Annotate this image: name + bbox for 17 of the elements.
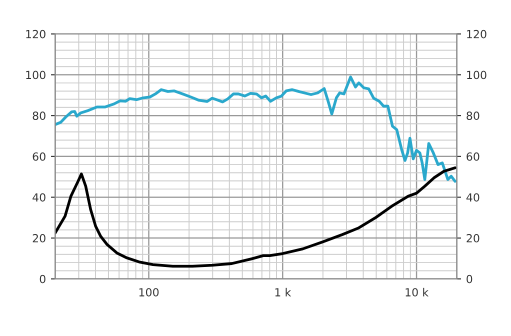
y2-tick-label: 0 [466,274,472,284]
y2-tick-label: 100 [467,70,486,80]
y-tick-label: 60 [32,152,46,161]
y2-tick-label: 20 [466,234,480,242]
y2-tick-label: 120 [467,30,486,38]
x-tick-label: 100 [139,288,159,297]
y-tick-label: 40 [32,193,46,202]
y2-tick-label: 60 [466,152,480,161]
y-tick-label: 100 [26,70,46,80]
x-tick-label: 1 k [275,288,292,296]
y-tick-label: 120 [26,30,46,38]
y-tick-label: 20 [32,234,46,242]
y-tick-label: 80 [32,112,46,120]
y2-tick-label: 80 [466,112,480,120]
x-tick-label: 10 k [406,288,429,297]
y-tick-label: 0 [40,274,46,284]
y2-tick-label: 40 [466,193,480,202]
